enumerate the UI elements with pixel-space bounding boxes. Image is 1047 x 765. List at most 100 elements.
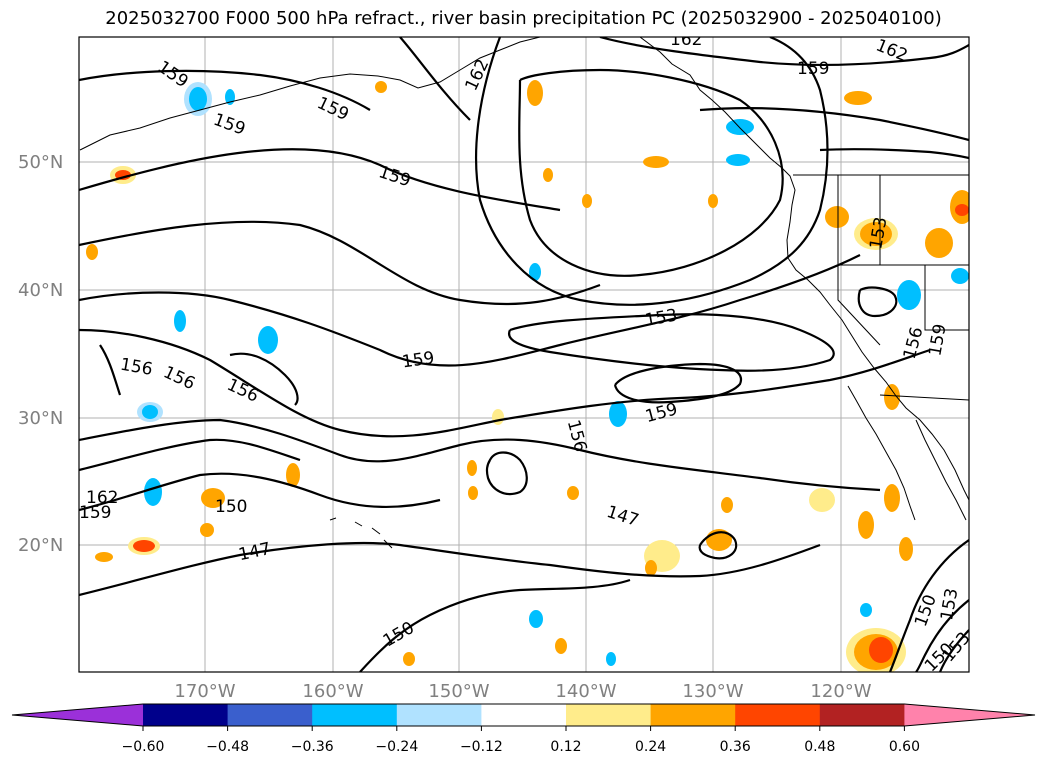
colorbar-ticks: −0.60 −0.48 −0.36 −0.24 −0.12 0.12 0.24 0.36 0.4… xyxy=(122,726,920,755)
colorbar-tick-label: −0.60 xyxy=(122,739,165,755)
positive-anomaly-blob xyxy=(201,488,225,508)
contour-label: 162 xyxy=(86,488,118,508)
contour-label: 159 xyxy=(79,503,111,523)
positive-anomaly-blob xyxy=(468,486,478,500)
contour-line xyxy=(507,313,835,372)
positive-anomaly-blob xyxy=(527,80,543,106)
positive-anomaly-blob xyxy=(582,194,592,208)
baja-coastline xyxy=(847,385,916,521)
contour-label: 156 xyxy=(224,375,262,407)
contour-label: 153 xyxy=(644,305,679,330)
contour-label: 159 xyxy=(376,162,413,191)
positive-anomaly-blob xyxy=(567,486,579,500)
colorbar-cell xyxy=(566,704,652,726)
lat-label-40n: 40°N xyxy=(18,280,63,301)
contour-label: 162 xyxy=(670,30,702,50)
colorbar-tick-label: 0.12 xyxy=(550,739,581,755)
latitude-labels: 50°N 40°N 30°N 20°N xyxy=(18,152,63,556)
contour-line xyxy=(79,541,821,597)
positive-anomaly-blob xyxy=(884,484,900,512)
positive-anomaly-blob xyxy=(825,206,849,228)
lon-label-130w: 130°W xyxy=(682,681,743,702)
contour-label: 159 xyxy=(925,322,950,357)
contour-line xyxy=(79,69,371,111)
contour-line xyxy=(79,220,601,306)
contour-line xyxy=(79,254,861,367)
lon-label-120w: 120°W xyxy=(810,681,871,702)
colorbar-cell xyxy=(143,704,229,726)
colorbar-tick-label: 0.36 xyxy=(720,739,751,755)
contour-line xyxy=(938,629,969,672)
contour-label: 147 xyxy=(237,539,273,565)
positive-anomaly-blob xyxy=(95,552,113,562)
map-frame xyxy=(78,36,970,673)
hawaii-islands xyxy=(329,517,393,549)
negative-anomaly-blob xyxy=(951,268,969,284)
colorbar-cell xyxy=(650,704,736,726)
negative-anomaly-blob xyxy=(529,263,541,281)
lon-label-160w: 160°W xyxy=(302,681,363,702)
map-area: 162 159 159 159 162 159 159 162 153 159 … xyxy=(79,30,969,672)
negative-anomaly-blob xyxy=(726,119,754,135)
longitude-labels: 170°W 160°W 150°W 140°W 130°W 120°W xyxy=(174,681,871,702)
positive-anomaly-blob xyxy=(721,497,733,513)
contour-line xyxy=(359,578,631,672)
contour-label: 159 xyxy=(797,59,829,79)
positive-anomaly-blob xyxy=(809,488,835,512)
contour-label: 159 xyxy=(154,57,192,92)
negative-anomaly-blob xyxy=(609,401,627,427)
positive-anomaly-blob xyxy=(86,244,98,260)
negative-anomaly-blob xyxy=(897,280,921,310)
negative-anomaly-blob xyxy=(174,310,186,332)
positive-anomaly-blob xyxy=(286,463,300,487)
refractivity-contours xyxy=(79,37,969,672)
positive-anomaly-blob xyxy=(643,156,669,168)
colorbar-cell xyxy=(227,704,313,726)
mexico-coastline xyxy=(915,419,967,521)
contour-label: 156 xyxy=(900,325,928,362)
contour-label: 156 xyxy=(119,355,154,380)
contour-line xyxy=(475,37,829,306)
positive-anomaly-blob xyxy=(200,523,214,537)
contour-line xyxy=(229,352,299,406)
colorbar-cell xyxy=(819,704,905,726)
contour-line xyxy=(79,328,931,438)
contour-label: 153 xyxy=(937,587,962,622)
contour-line xyxy=(99,344,122,396)
colorbar-tick-label: −0.36 xyxy=(291,739,334,755)
colorbar-extend-high xyxy=(904,704,1035,726)
colorbar-tick-label: −0.24 xyxy=(375,739,418,755)
colorbar: −0.60 −0.48 −0.36 −0.24 −0.12 0.12 0.24 0.36 0.4… xyxy=(11,703,1036,755)
colorbar-tick-label: −0.12 xyxy=(460,739,503,755)
positive-anomaly-blob xyxy=(869,637,893,663)
lon-label-140w: 140°W xyxy=(555,681,616,702)
positive-anomaly-blob xyxy=(555,638,567,654)
colorbar-tick-label: −0.48 xyxy=(206,739,249,755)
negative-anomaly-blob xyxy=(606,652,616,666)
contour-line xyxy=(79,148,561,212)
contour-line xyxy=(79,438,301,472)
positive-anomaly-blob xyxy=(467,460,477,476)
positive-anomaly-blob xyxy=(133,540,155,552)
contour-label: 150 xyxy=(911,592,941,629)
colorbar-cell xyxy=(396,704,482,726)
contour-label: 147 xyxy=(604,502,641,531)
contour-line xyxy=(698,531,738,560)
negative-anomaly-blob xyxy=(258,326,278,354)
lon-label-170w: 170°W xyxy=(174,681,235,702)
precip-shading xyxy=(86,80,969,672)
positive-anomaly-blob xyxy=(844,91,872,105)
contour-label: 159 xyxy=(401,348,436,372)
positive-anomaly-blob xyxy=(645,560,657,576)
contour-line xyxy=(699,106,969,142)
negative-anomaly-blob xyxy=(726,154,750,166)
positive-anomaly-blob xyxy=(858,511,874,539)
contour-label: 162 xyxy=(873,35,911,66)
positive-anomaly-blob xyxy=(403,652,415,666)
us-mexico-border xyxy=(879,394,969,401)
contour-line xyxy=(613,362,743,404)
lat-label-30n: 30°N xyxy=(18,408,63,429)
contour-line xyxy=(485,451,528,496)
positive-anomaly-blob xyxy=(884,384,900,410)
